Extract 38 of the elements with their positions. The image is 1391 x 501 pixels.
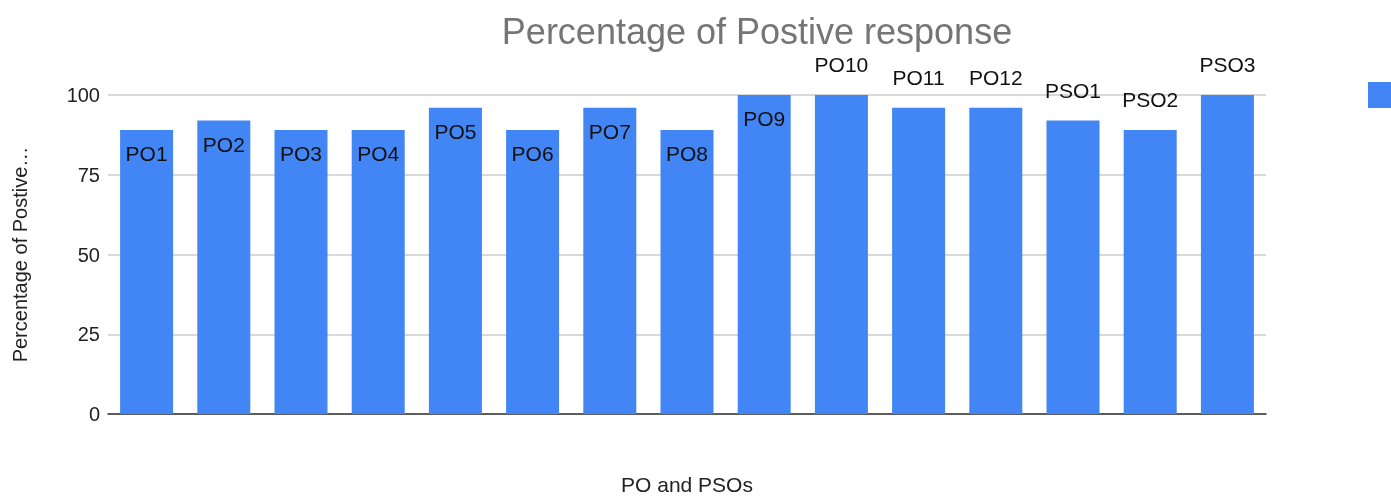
x-tick-label: PSO2 bbox=[1122, 88, 1179, 112]
chart-title: Percentage of Postive response bbox=[501, 10, 1013, 52]
x-tick-label: PO3 bbox=[279, 142, 323, 166]
y-tick-label: 100 bbox=[66, 84, 100, 106]
bar bbox=[660, 130, 714, 414]
x-tick-label: PO12 bbox=[968, 65, 1023, 89]
x-tick-label: PO2 bbox=[202, 132, 245, 156]
x-tick-label: PO5 bbox=[434, 119, 477, 143]
y-tick-label: 75 bbox=[77, 163, 100, 186]
bar bbox=[428, 107, 482, 414]
x-tick-label: PO9 bbox=[743, 107, 786, 130]
bar bbox=[1200, 95, 1254, 414]
x-tick-label: PSO1 bbox=[1044, 78, 1102, 102]
x-tick-label: PO10 bbox=[814, 53, 869, 76]
bar bbox=[1123, 130, 1177, 414]
y-tick-label: 0 bbox=[88, 403, 100, 425]
y-axis-title: Percentage of Postive… bbox=[9, 146, 31, 363]
x-tick-label: PSO3 bbox=[1199, 53, 1256, 76]
x-axis-title: PO and PSOs bbox=[621, 473, 753, 496]
bar bbox=[814, 95, 868, 414]
x-tick-label: PO7 bbox=[588, 119, 631, 143]
x-tick-label: PO8 bbox=[665, 142, 709, 166]
bar bbox=[120, 130, 174, 414]
bar bbox=[583, 107, 637, 414]
bar bbox=[197, 120, 251, 414]
bar bbox=[274, 130, 328, 414]
y-tick-label: 25 bbox=[77, 323, 100, 346]
x-tick-label: PO4 bbox=[357, 142, 400, 166]
bar bbox=[892, 107, 946, 414]
y-tick-label: 50 bbox=[77, 243, 100, 266]
bar bbox=[351, 130, 405, 414]
bar bbox=[506, 130, 560, 414]
bar bbox=[737, 95, 791, 414]
x-tick-label: PO6 bbox=[511, 142, 554, 166]
bar bbox=[1046, 120, 1100, 414]
bar bbox=[969, 107, 1023, 414]
x-tick-label: PO1 bbox=[125, 142, 168, 166]
x-tick-label: PO11 bbox=[892, 65, 945, 89]
